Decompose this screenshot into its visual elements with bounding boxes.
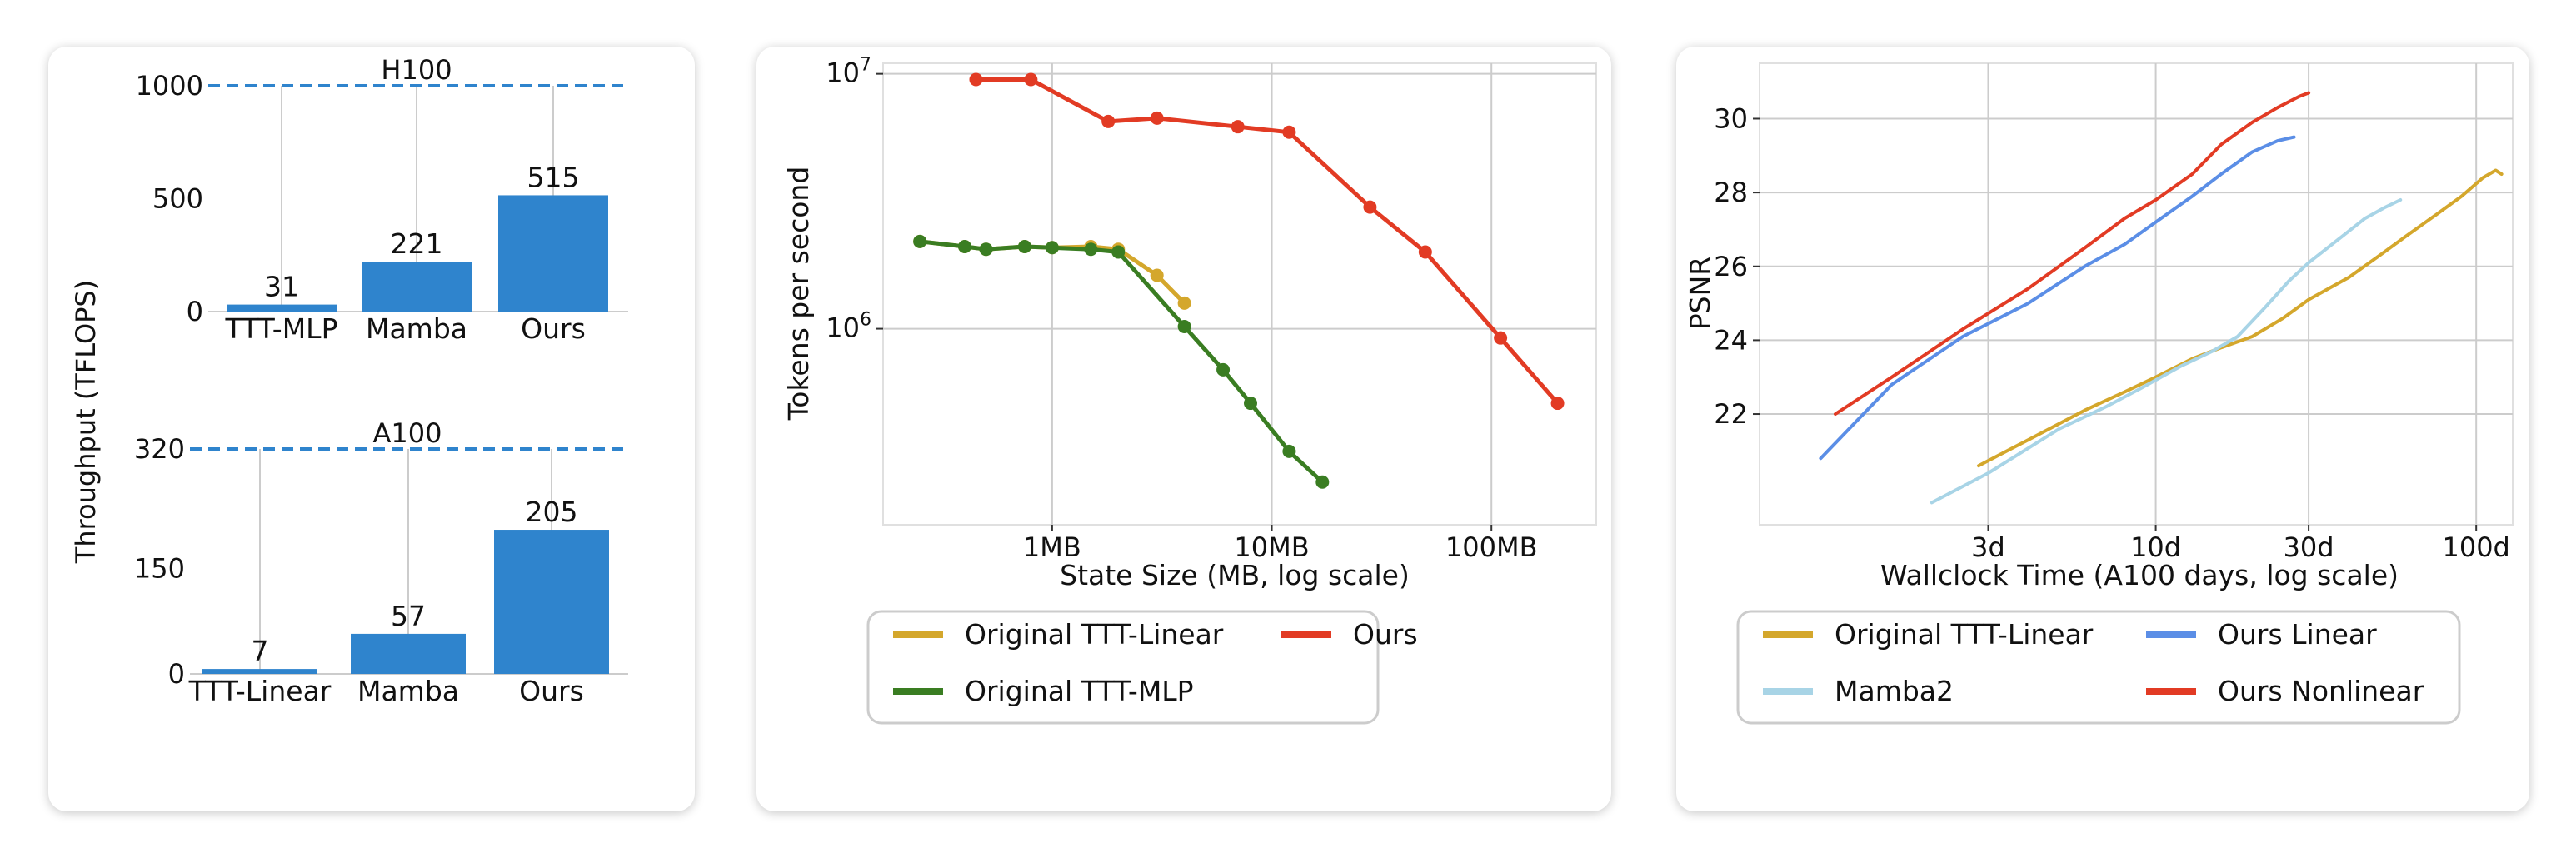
peak-label: A100 (373, 417, 442, 449)
bar (227, 304, 337, 312)
bar (362, 262, 472, 312)
y-axis-label: Tokens per second (782, 167, 815, 422)
legend-label: Mamba2 (1835, 675, 1954, 707)
bar (498, 195, 608, 312)
y-axis-label: PSNR (1684, 257, 1716, 330)
bar (494, 530, 609, 674)
data-point (1111, 245, 1126, 259)
x-tick-label: Ours (519, 675, 584, 707)
bar-value-label: 7 (252, 635, 269, 667)
data-point (1150, 268, 1164, 282)
data-point (957, 240, 971, 254)
x-axis-label: Wallclock Time (A100 days, log scale) (1880, 559, 2399, 591)
legend-label: Original TTT-Linear (965, 618, 1224, 651)
x-tick-label: 10d (2130, 531, 2181, 563)
bar (202, 669, 317, 674)
bar-value-label: 515 (527, 161, 580, 193)
tokens-per-second-chart: 1MB 10MB 100MB 106 107 State Size (MB, log sc… (782, 55, 1597, 725)
bar-value-label: 57 (391, 600, 426, 632)
y-tick-label: 22 (1714, 398, 1748, 430)
bar-value-label: 205 (526, 496, 578, 528)
legend-label: Ours Nonlinear (2218, 675, 2424, 707)
data-point (979, 242, 993, 257)
data-point (1315, 475, 1330, 489)
y-tick-label: 106 (826, 310, 871, 344)
y-tick-label: 24 (1714, 324, 1748, 356)
data-point (1017, 240, 1031, 254)
x-tick-label: TTT-Linear (188, 675, 332, 707)
data-point (1550, 397, 1565, 411)
data-point (1024, 72, 1038, 87)
bar (351, 633, 466, 674)
y-tick-label: 150 (134, 552, 185, 584)
bar-value-label: 221 (391, 227, 443, 260)
data-point (1282, 125, 1296, 139)
series-line (1834, 91, 2311, 416)
data-point (913, 234, 927, 248)
throughput-bar-charts: Throughput (TFLOPS) 0 500 1000 H100 31 TTT-MLP… (70, 54, 628, 707)
data-point (1150, 111, 1164, 125)
plot-frame (882, 62, 1597, 526)
x-tick-label: 10MB (1234, 531, 1309, 563)
psnr-chart: 3d 10d 30d 100d 22 24 26 28 30 Wallclock Time (A1… (1684, 62, 2514, 725)
panel-psnr: 3d 10d 30d 100d 22 24 26 28 30 Wallclock Time (A1… (1676, 47, 2529, 811)
x-tick-label: 100MB (1445, 531, 1538, 563)
y-tick-label: 28 (1714, 177, 1748, 208)
x-tick-label: 1MB (1023, 531, 1081, 563)
panel-throughput: Throughput (TFLOPS) 0 500 1000 H100 31 TTT-MLP… (48, 47, 695, 811)
y-tick-label: 500 (152, 183, 203, 215)
peak-label: H100 (381, 54, 452, 86)
x-tick-label: TTT-MLP (225, 312, 338, 345)
data-point (1177, 319, 1191, 333)
data-point (1418, 245, 1432, 259)
panel-state-size: 1MB 10MB 100MB 106 107 State Size (MB, log sc… (756, 47, 1611, 811)
data-point (1101, 114, 1116, 128)
y-axis-label: Throughput (TFLOPS) (70, 280, 102, 564)
data-point (1282, 444, 1296, 458)
data-point (1045, 241, 1059, 255)
data-point (1216, 362, 1231, 377)
bar-value-label: 31 (264, 271, 299, 303)
data-point (1084, 242, 1098, 257)
data-point (1177, 296, 1191, 310)
legend-box (1736, 610, 2461, 725)
y-tick-label: 0 (187, 296, 203, 327)
legend-label: Original TTT-Linear (1835, 618, 2094, 651)
x-tick-label: 3d (1971, 531, 2005, 563)
series-line (1819, 135, 2296, 461)
data-point (1243, 397, 1257, 411)
x-tick-label: Mamba (366, 312, 467, 345)
data-point (1231, 120, 1245, 134)
x-axis-label: State Size (MB, log scale) (1060, 559, 1410, 591)
x-tick-label: Mamba (357, 675, 459, 707)
y-tick-label: 30 (1714, 102, 1748, 134)
y-tick-label: 1000 (136, 70, 203, 102)
x-tick-label: 100d (2442, 531, 2509, 563)
y-tick-label: 26 (1714, 251, 1748, 282)
data-point (1494, 331, 1508, 345)
data-point (969, 72, 983, 87)
series-line (1977, 168, 2504, 468)
data-point (1363, 200, 1377, 214)
series-line (917, 239, 1325, 485)
y-tick-label: 107 (826, 55, 871, 89)
x-tick-label: 30d (2284, 531, 2334, 563)
series-line (974, 77, 1560, 406)
plot-frame (1759, 62, 2514, 526)
series-line (1930, 198, 2403, 505)
legend-box (866, 610, 1380, 725)
y-tick-label: 320 (134, 433, 185, 465)
legend-label: Original TTT-MLP (965, 675, 1194, 707)
legend-label: Ours Linear (2218, 618, 2377, 651)
legend-label: Ours (1353, 618, 1418, 651)
y-tick-label: 0 (168, 658, 185, 690)
x-tick-label: Ours (521, 312, 586, 345)
